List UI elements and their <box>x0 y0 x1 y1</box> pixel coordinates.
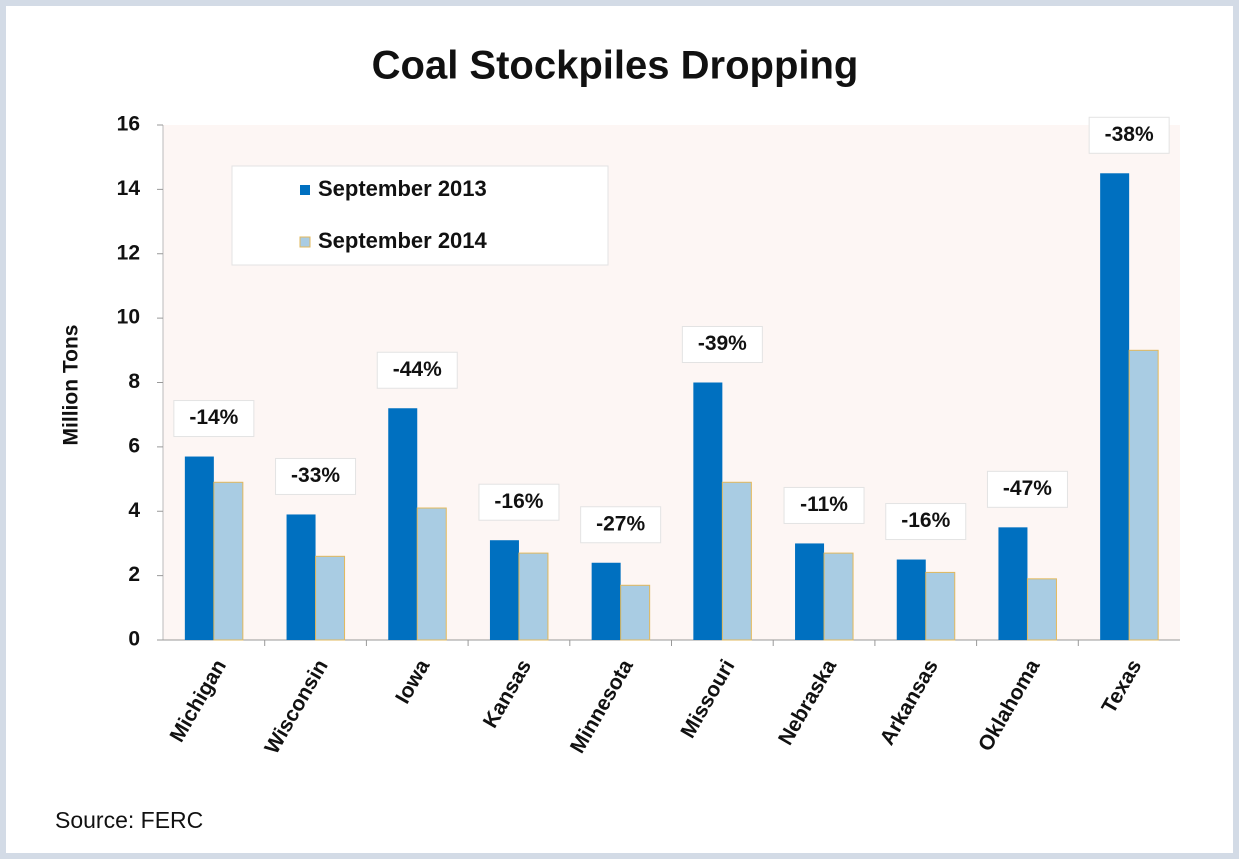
bar <box>925 571 956 641</box>
bar <box>693 382 723 640</box>
bar <box>213 481 244 641</box>
bar <box>416 507 447 641</box>
y-tick-label: 6 <box>128 434 140 457</box>
annotation: -33% <box>291 464 340 487</box>
y-axis-label: Million Tons <box>60 325 83 446</box>
bar <box>998 527 1028 640</box>
annotation: -11% <box>800 493 848 516</box>
y-tick-label: 14 <box>117 177 141 200</box>
annotation-box <box>1088 116 1170 154</box>
annotation: -14% <box>189 406 238 429</box>
bar <box>388 408 418 640</box>
bar <box>286 514 316 640</box>
legend-box <box>231 165 609 266</box>
annotation-box <box>885 503 967 541</box>
annotation: -16% <box>901 509 950 532</box>
annotation: -44% <box>393 358 442 381</box>
annotation: -39% <box>698 332 747 355</box>
legend-swatch <box>300 185 310 195</box>
bar <box>795 543 825 640</box>
annotation-box <box>681 326 763 363</box>
bar <box>591 562 621 640</box>
chart-title: Coal Stockpiles Dropping <box>372 44 859 88</box>
bar <box>721 481 752 641</box>
annotation: -47% <box>1003 477 1052 500</box>
source: Source: FERC <box>55 807 203 833</box>
annotation-box <box>275 457 357 495</box>
annotation: -38% <box>1105 123 1154 146</box>
bar <box>315 555 346 641</box>
bar <box>489 540 519 640</box>
annotation-box <box>783 486 865 524</box>
legend-swatch <box>299 236 311 248</box>
legend-label: September 2014 <box>318 228 488 253</box>
bar <box>184 456 214 640</box>
y-tick-label: 0 <box>128 628 140 651</box>
bar <box>1128 349 1159 641</box>
annotation-box <box>986 470 1068 508</box>
y-tick-label: 8 <box>128 370 140 393</box>
annotation-box <box>478 483 560 521</box>
bar <box>518 552 549 641</box>
annotation-box <box>376 351 458 389</box>
y-tick-label: 4 <box>128 499 140 522</box>
bar <box>1100 173 1130 640</box>
annotation-box <box>580 506 662 544</box>
legend-label: September 2013 <box>318 176 487 201</box>
y-tick-label: 12 <box>117 241 140 264</box>
y-tick-label: 2 <box>128 563 140 586</box>
bar <box>823 552 854 641</box>
annotation-box <box>173 400 255 438</box>
y-tick-label: 16 <box>117 113 140 136</box>
bar <box>1026 578 1057 641</box>
y-tick-label: 10 <box>117 306 140 329</box>
annotation: -16% <box>494 490 543 513</box>
bar <box>896 559 926 640</box>
bar <box>620 584 651 641</box>
annotation: -27% <box>596 512 645 535</box>
